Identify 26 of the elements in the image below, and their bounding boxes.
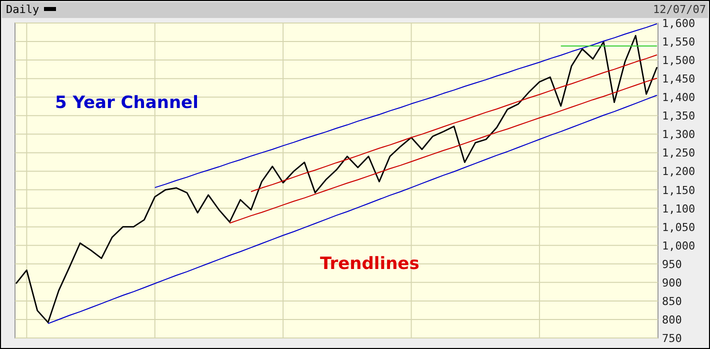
line-series <box>229 78 658 224</box>
annotation: Trendlines <box>320 254 420 274</box>
y-tick-label: 900 <box>662 276 682 290</box>
y-tick-label: 850 <box>662 294 682 308</box>
y-tick-label: 1,350 <box>662 110 696 123</box>
y-tick-label: 1,300 <box>662 128 696 142</box>
y-tick-label: 1,600 <box>662 17 696 30</box>
y-tick-label: 800 <box>662 313 682 326</box>
y-tick-label: 1,500 <box>662 54 696 68</box>
y-tick-label: 1,450 <box>662 72 696 86</box>
y-tick-label: 1,550 <box>662 36 696 49</box>
y-tick-label: 950 <box>662 258 682 271</box>
y-tick-label: 750 <box>662 332 682 345</box>
y-tick-label: 1,400 <box>662 91 696 104</box>
chart-subtitle: 12/07/07 <box>653 3 706 16</box>
annotation: 5 Year Channel <box>55 93 198 113</box>
y-tick-label: 1,050 <box>662 220 696 234</box>
line-series <box>15 34 658 324</box>
line-series <box>48 94 658 324</box>
y-tick-label: 1,100 <box>662 202 696 216</box>
legend-label: Daily <box>6 3 40 16</box>
y-tick-label: 1,000 <box>662 239 696 252</box>
y-tick-label: 1,250 <box>662 146 696 160</box>
line-series <box>250 54 658 192</box>
y-tick-label: 1,150 <box>662 184 696 197</box>
y-tick-label: 1,200 <box>662 165 696 178</box>
